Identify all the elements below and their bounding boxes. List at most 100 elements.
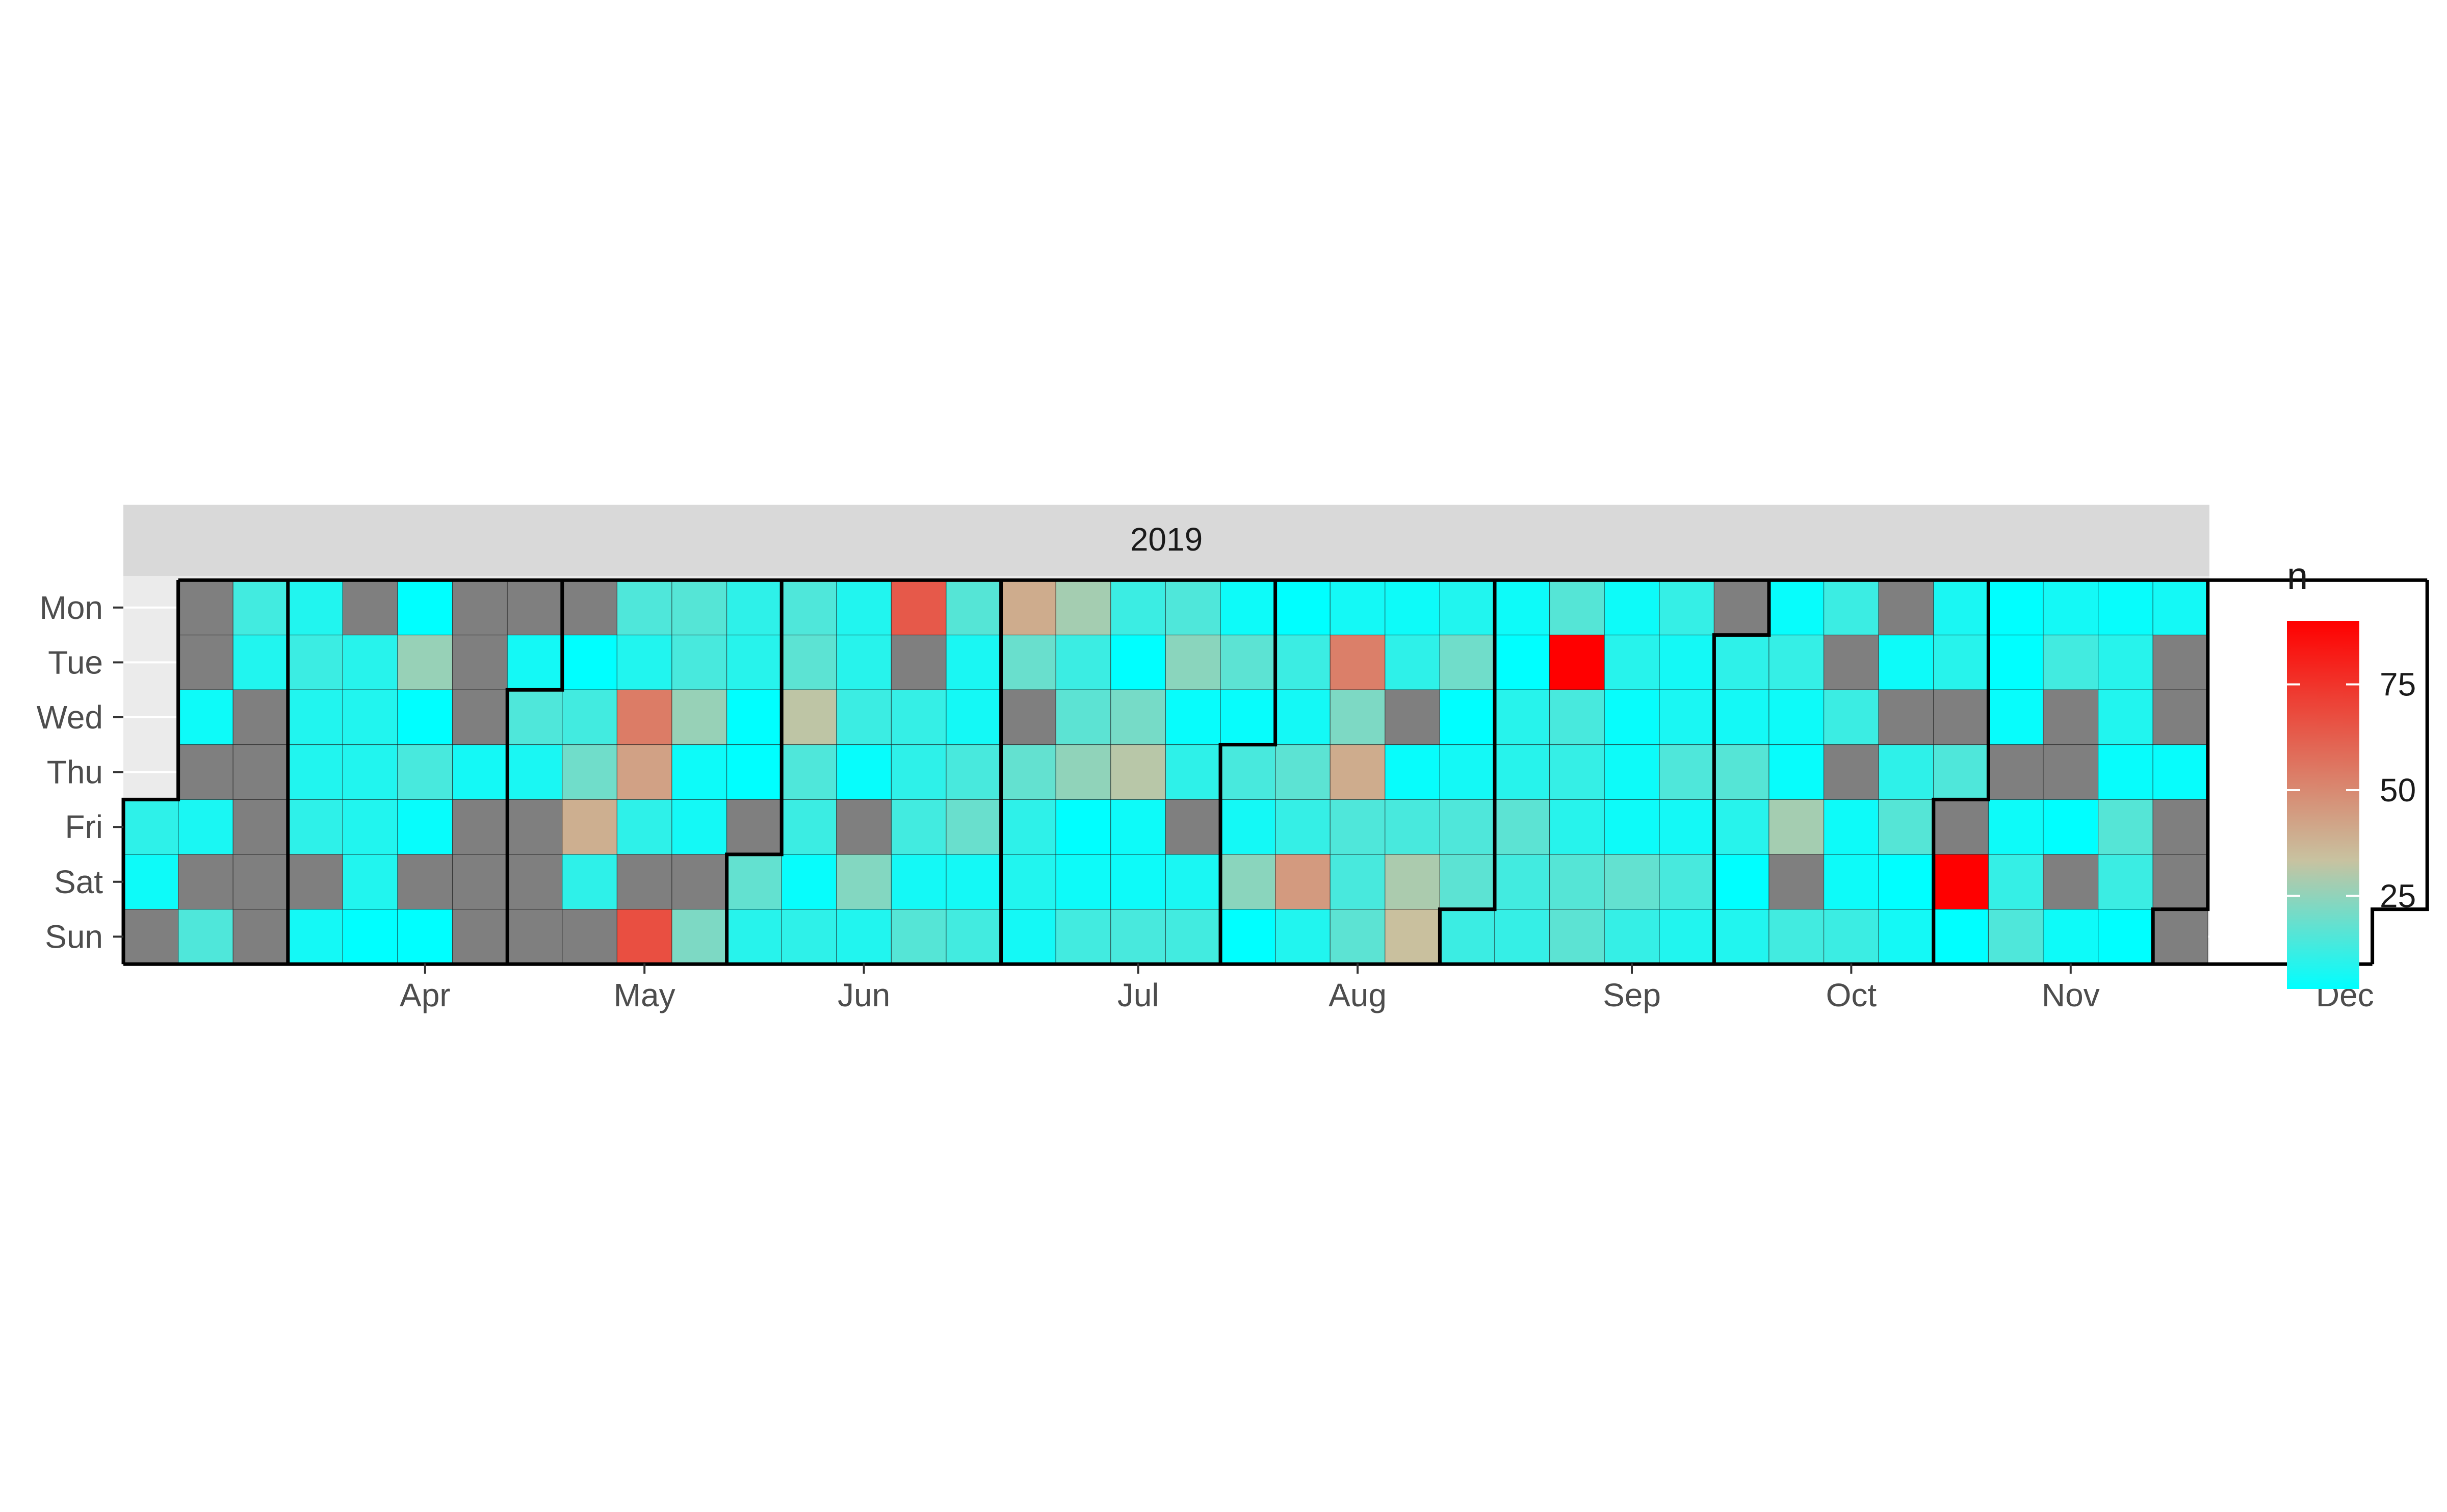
heatmap-cell	[1110, 744, 1166, 800]
month-boundaries	[121, 578, 2429, 966]
heatmap-cell	[726, 854, 782, 910]
heatmap-cell	[1988, 744, 2044, 800]
heatmap-cell	[1878, 854, 1934, 910]
heatmap-cell	[1878, 799, 1934, 855]
heatmap-cell	[946, 799, 1002, 855]
heatmap-cell	[342, 908, 398, 964]
heatmap-cell	[1275, 854, 1331, 910]
heatmap-cell	[1055, 580, 1111, 636]
heatmap-cell	[1439, 744, 1495, 800]
heatmap-cell	[1165, 799, 1221, 855]
heatmap-cell	[452, 689, 508, 745]
heatmap-cell	[2152, 799, 2208, 855]
heatmap-cell	[232, 744, 289, 800]
heatmap-cell	[1055, 689, 1111, 745]
heatmap-cell	[671, 580, 727, 636]
heatmap-cell	[1330, 799, 1386, 855]
heatmap-cell	[836, 744, 892, 800]
heatmap-cell	[726, 634, 782, 690]
heatmap-cell	[2043, 908, 2099, 964]
heatmap-cell	[1604, 744, 1660, 800]
heatmap-cell	[1713, 580, 1769, 636]
x-axis: Apr May Jun Jul Aug Sep Oct Nov Dec	[400, 963, 2374, 1013]
heatmap-cell	[1549, 799, 1605, 855]
month-boundary	[725, 580, 784, 964]
heatmap-cell	[452, 744, 508, 800]
month-boundary	[1932, 580, 1990, 964]
heatmap-cell	[397, 908, 453, 964]
heatmap-cell	[726, 744, 782, 800]
heatmap-cell	[507, 689, 563, 745]
y-tick-label: Sun	[45, 918, 103, 955]
heatmap-cell	[1988, 580, 2044, 636]
heatmap-cell	[671, 634, 727, 690]
y-tick-label: Wed	[37, 699, 103, 736]
heatmap-cell	[1494, 580, 1550, 636]
heatmap-cell	[1768, 744, 1825, 800]
heatmap-cell	[1878, 580, 1934, 636]
heatmap-cell	[562, 908, 618, 964]
y-tick-label: Fri	[65, 809, 103, 845]
heatmap-cell	[2098, 854, 2153, 910]
heatmap-cell	[397, 634, 453, 690]
heatmap-cell	[671, 689, 727, 745]
heatmap-cell	[2043, 634, 2099, 690]
y-tick-label: Thu	[47, 754, 103, 791]
heatmap-cell	[1000, 799, 1056, 855]
heatmap-cell	[1824, 908, 1879, 964]
heatmap-cell	[1878, 908, 1934, 964]
heatmap-cell	[1165, 580, 1221, 636]
heatmap-cell	[342, 634, 398, 690]
heatmap-cell	[1220, 744, 1276, 800]
heatmap-cell	[1330, 908, 1386, 964]
heatmap-cell	[1604, 854, 1660, 910]
heatmap-cell	[1824, 634, 1879, 690]
heatmap-cell	[1713, 908, 1769, 964]
heatmap-cell	[836, 854, 892, 910]
heatmap-cell	[1110, 580, 1166, 636]
heatmap-cell	[1055, 908, 1111, 964]
heatmap-cell	[1275, 908, 1331, 964]
heatmap-cell	[616, 799, 672, 855]
heatmap-cell	[781, 689, 837, 745]
x-tick-label: Jun	[838, 977, 890, 1013]
y-axis: Mon Tue Wed Thu Fri Sat Sun	[37, 589, 123, 955]
y-tick-label: Mon	[40, 589, 103, 626]
heatmap-cell	[1713, 799, 1769, 855]
heatmap-cell	[397, 854, 453, 910]
heatmap-cell	[836, 689, 892, 745]
heatmap-cell	[1439, 634, 1495, 690]
heatmap-cell	[178, 908, 233, 964]
heatmap-cell	[1824, 744, 1879, 800]
heatmap-cell	[836, 580, 892, 636]
heatmap-cell	[1933, 580, 1989, 636]
heatmap-cell	[726, 799, 782, 855]
heatmap-cell	[836, 799, 892, 855]
heatmap-cell	[671, 908, 727, 964]
heatmap-cell	[1000, 634, 1056, 690]
heatmap-cell	[1494, 854, 1550, 910]
heatmap-cell	[1385, 908, 1441, 964]
heatmap-cell	[1165, 908, 1221, 964]
heatmap-cell	[1988, 689, 2044, 745]
heatmap-cell	[891, 854, 947, 910]
heatmap-cell	[616, 744, 672, 800]
heatmap-cell	[1439, 908, 1495, 964]
heatmap-cell	[1220, 689, 1276, 745]
heatmap-cell	[1933, 744, 1989, 800]
heatmap-cell	[178, 854, 233, 910]
heatmap-cell	[891, 634, 947, 690]
heatmap-cell	[2098, 689, 2153, 745]
heatmap-cell	[1000, 580, 1056, 636]
heatmap-cell	[232, 580, 289, 636]
heatmap-cell	[562, 580, 618, 636]
heatmap-cell	[1220, 908, 1276, 964]
heatmap-cell	[1933, 854, 1989, 910]
heatmap-cell	[342, 744, 398, 800]
heatmap-cell	[1768, 634, 1825, 690]
heatmap-cell	[1385, 634, 1441, 690]
heatmap-cell	[1165, 689, 1221, 745]
heatmap-cell	[1549, 689, 1605, 745]
heatmap-cell	[507, 908, 563, 964]
